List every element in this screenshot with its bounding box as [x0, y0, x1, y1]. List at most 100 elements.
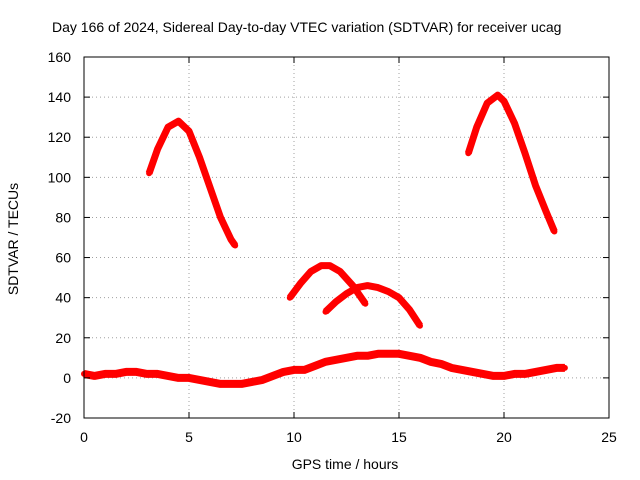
data-point: [448, 364, 455, 371]
series-baseline: [83, 349, 565, 388]
data-point: [561, 364, 568, 371]
data-point: [123, 368, 129, 375]
data-point: [186, 128, 192, 135]
data-point: [217, 380, 224, 387]
data-point: [473, 124, 480, 131]
y-tick-label: 120: [48, 129, 72, 145]
data-point: [301, 366, 308, 373]
data-point: [154, 146, 161, 153]
data-point: [343, 354, 350, 361]
y-tick-label: 20: [55, 330, 71, 346]
data-point: [417, 354, 423, 361]
data-point: [543, 366, 549, 373]
data-point: [280, 368, 287, 375]
data-point: [146, 170, 153, 177]
data-point: [343, 290, 350, 297]
x-axis-label: GPS time / hours: [291, 456, 399, 472]
data-point: [165, 124, 171, 131]
y-tick-label: 80: [55, 209, 71, 225]
data-point: [438, 360, 444, 367]
data-point: [465, 150, 472, 157]
data-point: [318, 262, 325, 269]
data-point: [270, 372, 276, 379]
data-point: [175, 118, 182, 125]
data-point: [522, 150, 528, 157]
data-point: [333, 298, 339, 305]
x-tick-label: 0: [80, 429, 88, 445]
y-tick-label: 160: [48, 49, 72, 65]
data-point: [364, 282, 371, 289]
data-point: [322, 358, 329, 365]
data-point: [375, 350, 381, 357]
grid: [84, 57, 609, 418]
data-point: [196, 154, 203, 161]
data-point: [291, 366, 297, 373]
data-point: [490, 372, 497, 379]
data-point: [228, 236, 234, 243]
data-point: [217, 214, 224, 221]
x-tick-label: 10: [286, 429, 302, 445]
data-point: [322, 308, 329, 315]
ticks: 0 5 10 15 20 25 -20 0 20 40 60 80 100 120 140 160: [48, 49, 617, 445]
data-point: [207, 378, 213, 385]
series-layer: [81, 91, 568, 388]
data-point: [375, 284, 381, 291]
y-tick-label: 0: [63, 370, 71, 386]
data-point: [286, 294, 293, 301]
data-point: [232, 242, 239, 249]
data-point: [543, 208, 549, 215]
y-tick-label: -20: [51, 410, 71, 426]
x-tick-label: 25: [601, 429, 617, 445]
data-point: [354, 352, 360, 359]
data-point: [522, 370, 528, 377]
data-point: [154, 370, 161, 377]
series-arc-1: [145, 117, 239, 248]
data-point: [249, 378, 255, 385]
data-point: [133, 368, 140, 375]
data-point: [337, 268, 344, 275]
data-point: [385, 288, 392, 295]
data-point: [186, 374, 192, 381]
data-point: [364, 352, 371, 359]
data-point: [406, 306, 413, 313]
data-point: [307, 268, 314, 275]
data-point: [551, 228, 558, 235]
data-point: [532, 182, 539, 189]
y-tick-label: 100: [48, 169, 72, 185]
series-arc-3: [323, 282, 423, 328]
data-point: [406, 352, 413, 359]
data-point: [511, 370, 518, 377]
y-tick-label: 40: [55, 290, 71, 306]
data-point: [207, 184, 213, 191]
data-point: [165, 372, 171, 379]
data-point: [144, 370, 150, 377]
data-point: [228, 380, 234, 387]
data-point: [259, 376, 266, 383]
y-tick-label: 140: [48, 89, 72, 105]
data-point: [312, 362, 318, 369]
data-point: [417, 322, 423, 329]
data-point: [385, 350, 392, 357]
data-point: [354, 284, 360, 291]
y-tick-label: 60: [55, 250, 71, 266]
data-point: [102, 370, 108, 377]
data-point: [326, 262, 333, 269]
plot-frame: [83, 56, 610, 419]
x-tick-label: 5: [185, 429, 193, 445]
data-point: [333, 356, 339, 363]
y-axis-label: SDTVAR / TECUs: [5, 182, 21, 296]
data-point: [484, 100, 491, 107]
data-point: [91, 372, 98, 379]
series-arc-4: [464, 91, 558, 233]
data-point: [112, 370, 119, 377]
data-point: [396, 294, 402, 301]
data-point: [396, 350, 402, 357]
data-point: [427, 358, 434, 365]
data-point: [175, 374, 182, 381]
data-point: [196, 376, 203, 383]
data-point: [480, 370, 486, 377]
data-point: [532, 368, 539, 375]
data-point: [511, 120, 518, 127]
data-point: [501, 372, 507, 379]
